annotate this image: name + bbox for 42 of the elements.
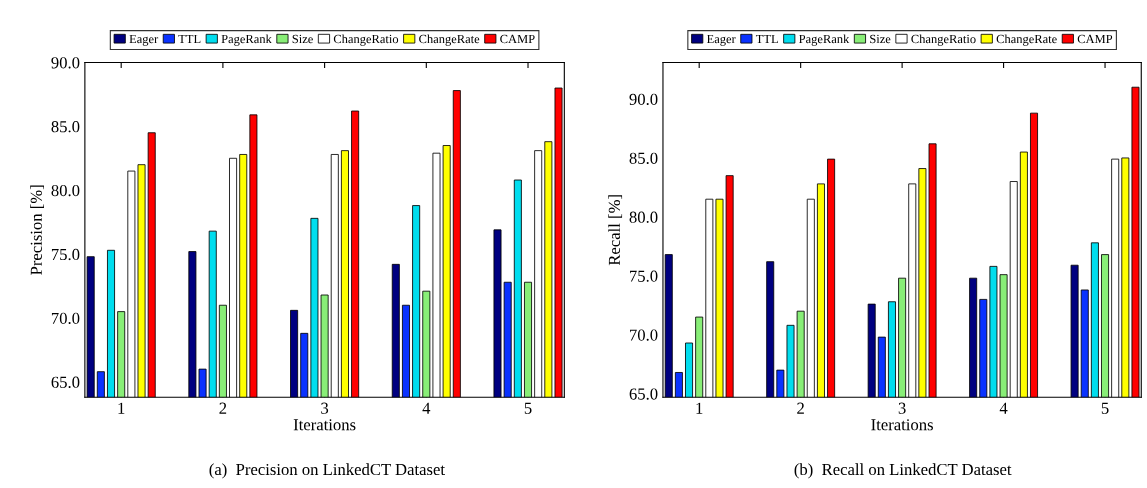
- x-tick-label: 4: [422, 402, 431, 414]
- y-tick-label: 85.0: [629, 152, 658, 164]
- x-tick-label: 1: [118, 402, 125, 414]
- legend-label: TTL: [755, 34, 778, 44]
- x-tick-label: 2: [797, 402, 804, 414]
- x-tick-label: 2: [219, 402, 227, 414]
- y-tick-label: 90.0: [629, 93, 658, 106]
- text: (b) Recall on LinkedCT Dataset: [794, 463, 1012, 479]
- legend-label: CAMP: [1077, 34, 1113, 44]
- x-tick-label: 3: [321, 402, 329, 414]
- legend-label: TTL: [178, 34, 201, 44]
- legend-label: PageRank: [221, 34, 272, 46]
- text: (a) Precision on LinkedCT Dataset: [209, 463, 445, 479]
- x-tick-label: 5: [524, 402, 532, 414]
- x-axis-title: Iterations: [293, 419, 356, 431]
- y-axis-title: Recall [%]: [608, 195, 623, 266]
- x-axis-title: Iterations: [871, 419, 933, 431]
- legend-label: ChangeRate: [996, 34, 1057, 46]
- legend-label: Size: [870, 34, 891, 44]
- y-tick-label: 70.0: [630, 329, 658, 341]
- x-tick-label: 5: [1101, 402, 1109, 414]
- legend-label: Size: [292, 34, 313, 44]
- x-tick-label: 3: [898, 402, 906, 414]
- legend-label: CAMP: [500, 34, 535, 44]
- y-tick-label: 90.0: [51, 57, 80, 69]
- y-tick-label: 70.0: [51, 312, 80, 325]
- x-tick-label: 1: [696, 402, 703, 414]
- y-tick-label: 75.0: [630, 270, 658, 282]
- legend-label: Eager: [706, 34, 736, 46]
- legend-label: PageRank: [799, 34, 850, 46]
- y-tick-label: 65.0: [629, 388, 658, 400]
- y-axis-title: Precision [%]: [30, 185, 44, 275]
- y-tick-label: 85.0: [51, 121, 80, 133]
- y-tick-label: 80.0: [51, 184, 80, 197]
- legend-label: Eager: [129, 34, 159, 46]
- legend-label: ChangeRate: [419, 34, 480, 46]
- y-tick-label: 75.0: [51, 248, 80, 261]
- legend-label: ChangeRatio: [333, 34, 399, 46]
- y-tick-label: 80.0: [629, 211, 658, 223]
- y-tick-label: 65.0: [51, 376, 80, 388]
- x-tick-label: 4: [999, 402, 1008, 414]
- legend-label: ChangeRatio: [911, 34, 976, 46]
